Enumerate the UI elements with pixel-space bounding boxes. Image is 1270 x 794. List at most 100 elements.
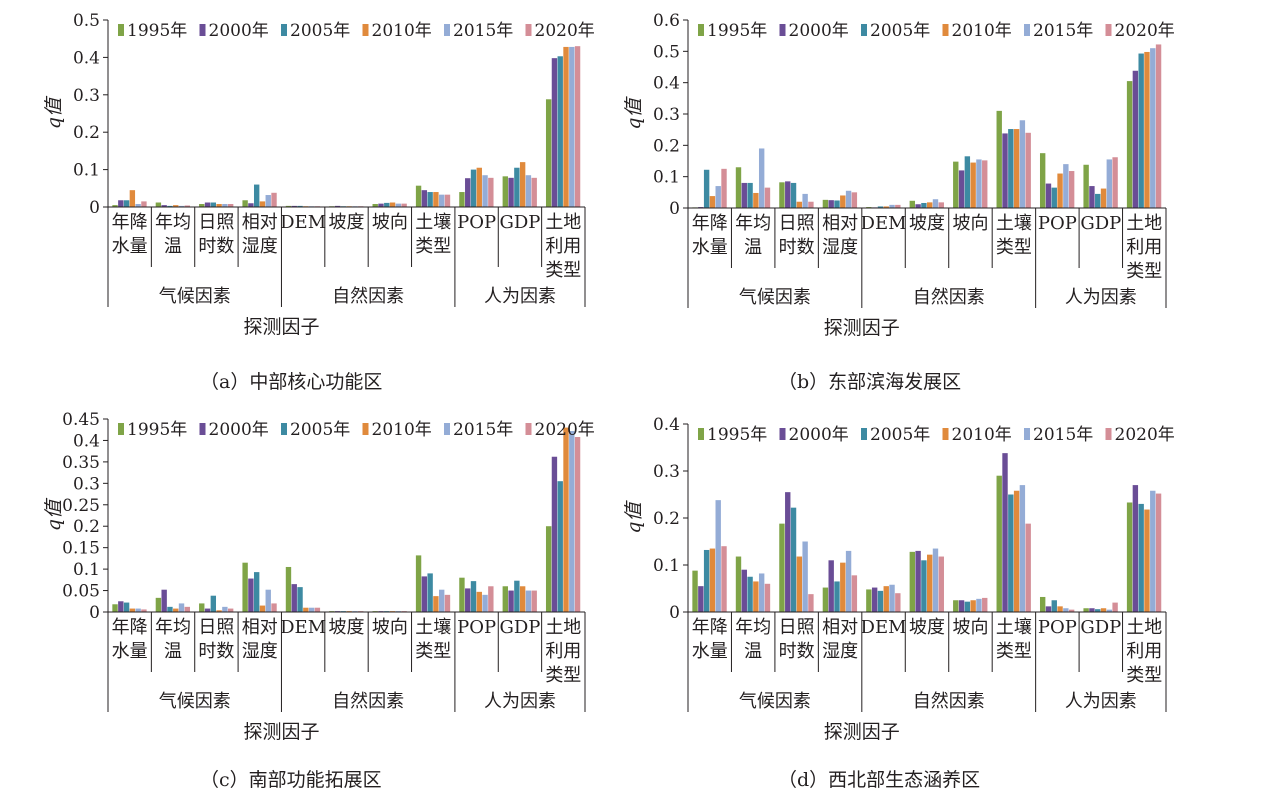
bar bbox=[173, 608, 179, 612]
legend-label: 1995年 bbox=[127, 420, 187, 440]
bar bbox=[1089, 608, 1095, 612]
legend-label: 2005年 bbox=[870, 21, 930, 41]
bar bbox=[1068, 609, 1075, 612]
bar bbox=[709, 196, 716, 208]
category-label: 湿度 bbox=[242, 236, 278, 257]
category-label: 年降 bbox=[112, 617, 148, 638]
bar bbox=[476, 167, 482, 207]
bar bbox=[779, 523, 785, 612]
y-tick-label: 0 bbox=[669, 199, 680, 219]
category-label: DEM bbox=[280, 617, 326, 638]
bar bbox=[758, 148, 765, 208]
category-label: 类型 bbox=[996, 237, 1032, 258]
category-label: 湿度 bbox=[822, 641, 858, 662]
category-label: 年均 bbox=[155, 212, 191, 233]
legend-swatch bbox=[281, 24, 287, 36]
bar bbox=[938, 556, 944, 612]
bar bbox=[253, 184, 260, 207]
legend-swatch bbox=[362, 24, 369, 36]
bar bbox=[1138, 503, 1144, 612]
bar bbox=[167, 205, 173, 207]
bar bbox=[1002, 453, 1008, 612]
category-label: POP bbox=[457, 212, 496, 233]
bar bbox=[834, 200, 840, 208]
bar bbox=[199, 603, 205, 612]
bar bbox=[1095, 193, 1101, 208]
bar bbox=[285, 566, 292, 612]
bar bbox=[845, 190, 852, 208]
category-label: 利用 bbox=[1126, 237, 1162, 258]
bar bbox=[802, 541, 808, 612]
category-label: 年均 bbox=[155, 617, 191, 638]
y-tick-label: 0.4 bbox=[73, 48, 100, 68]
legend-label: 2000年 bbox=[209, 21, 269, 41]
category-label: GDP bbox=[499, 212, 540, 233]
bar bbox=[421, 576, 428, 612]
group-label: 人为因素 bbox=[484, 691, 556, 712]
caption-d: （d）西北部生态涵养区 bbox=[778, 769, 981, 791]
y-tick-label: 0 bbox=[89, 198, 100, 218]
bar bbox=[112, 604, 118, 612]
category-label: 土壤 bbox=[415, 617, 451, 638]
bar bbox=[1155, 44, 1162, 208]
bar bbox=[822, 587, 829, 612]
category-label: GDP bbox=[499, 617, 540, 638]
bar bbox=[958, 600, 965, 612]
legend-swatch bbox=[779, 428, 786, 440]
bar bbox=[199, 204, 205, 207]
bar bbox=[470, 581, 477, 612]
category-label: 时数 bbox=[198, 236, 234, 257]
legend-label: 2020年 bbox=[535, 420, 595, 440]
legend-swatch bbox=[118, 24, 124, 36]
y-tick-label: 0.2 bbox=[653, 136, 680, 156]
bar bbox=[334, 205, 341, 207]
bar bbox=[1126, 502, 1133, 612]
bar bbox=[909, 200, 916, 208]
bar bbox=[1083, 608, 1089, 612]
category-label: 利用 bbox=[1126, 641, 1162, 662]
bar bbox=[802, 193, 808, 208]
bar bbox=[964, 156, 971, 208]
bar bbox=[459, 192, 465, 207]
bar bbox=[976, 598, 982, 612]
bar bbox=[1144, 509, 1150, 612]
bar bbox=[851, 192, 858, 208]
bar bbox=[753, 192, 759, 208]
bar bbox=[1100, 188, 1107, 208]
bar bbox=[1144, 51, 1150, 209]
bar bbox=[519, 162, 526, 207]
bar bbox=[1013, 490, 1020, 612]
bar bbox=[271, 192, 277, 207]
legend-swatch bbox=[525, 24, 532, 36]
legend-swatch bbox=[199, 24, 206, 36]
bar bbox=[303, 607, 309, 612]
bar bbox=[291, 584, 297, 612]
category-label: 日照 bbox=[198, 617, 234, 638]
y-tick-label: 0.1 bbox=[653, 168, 680, 188]
bar bbox=[1057, 606, 1063, 612]
bar bbox=[785, 181, 791, 208]
bar bbox=[248, 578, 254, 612]
legend-swatch bbox=[779, 24, 786, 36]
bar bbox=[465, 178, 471, 207]
bar bbox=[531, 177, 537, 207]
bar bbox=[828, 200, 834, 208]
bar bbox=[996, 110, 1002, 208]
category-label: 年均 bbox=[735, 213, 771, 234]
bar bbox=[1132, 485, 1139, 612]
y-tick-label: 0.45 bbox=[62, 410, 100, 430]
bar bbox=[557, 56, 563, 207]
legend-swatch bbox=[1024, 24, 1030, 36]
legend-swatch bbox=[444, 24, 450, 36]
bar bbox=[314, 607, 321, 612]
bar bbox=[265, 195, 271, 207]
bar bbox=[764, 187, 771, 208]
legend-label: 2005年 bbox=[870, 425, 930, 445]
y-tick-label: 0.1 bbox=[73, 161, 100, 181]
category-label: 温 bbox=[744, 237, 762, 258]
bar bbox=[135, 608, 141, 612]
y-tick-label: 0.6 bbox=[653, 11, 680, 31]
bar bbox=[415, 555, 422, 612]
legend-swatch bbox=[698, 24, 704, 36]
bar bbox=[1008, 494, 1014, 612]
